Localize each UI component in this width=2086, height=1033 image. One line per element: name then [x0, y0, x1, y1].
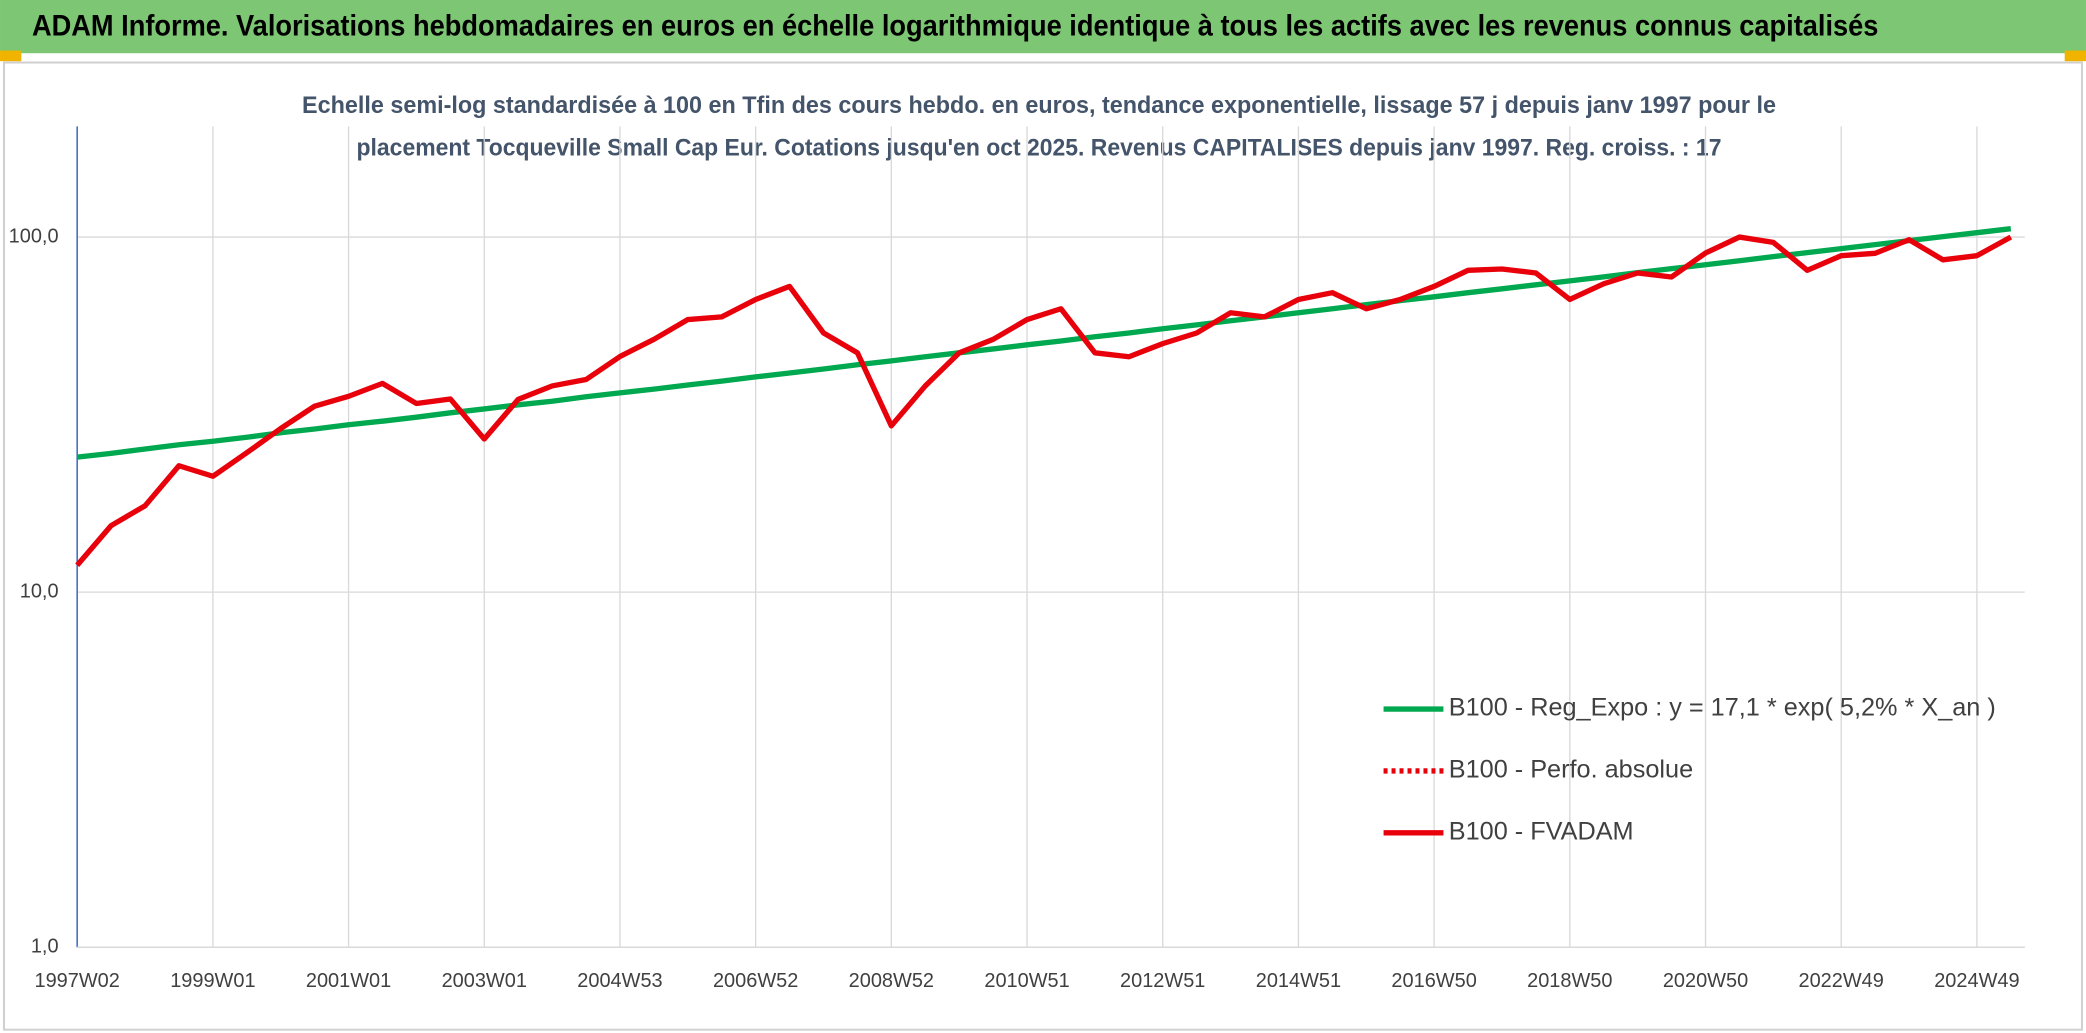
y-tick-label: 1,0: [31, 935, 59, 957]
y-tick-label: 100,0: [9, 225, 59, 247]
legend-label: B100 - Perfo. absolue: [1449, 756, 1693, 784]
x-tick-label: 2016W50: [1391, 970, 1476, 992]
x-tick-label: 2006W52: [713, 970, 798, 992]
x-tick-label: 2024W49: [1934, 970, 2019, 992]
header-band: [0, 0, 2086, 54]
legend-label: B100 - Reg_Expo : y = 17,1 * exp( 5,2% *…: [1449, 694, 1996, 722]
x-tick-label: 2010W51: [984, 970, 1069, 992]
x-tick-label: 2018W50: [1527, 970, 1612, 992]
x-tick-label: 2004W53: [577, 970, 662, 992]
corner-marker: [2064, 50, 2086, 62]
x-tick-label: 2012W51: [1120, 970, 1205, 992]
chart-subtitle: Echelle semi-log standardisée à 100 en T…: [302, 92, 1776, 119]
chart-title: ADAM Informe. Valorisations hebdomadaire…: [32, 11, 1878, 43]
x-tick-label: 1997W02: [35, 970, 120, 992]
y-tick-label: 10,0: [20, 580, 59, 602]
x-tick-label: 2008W52: [849, 970, 934, 992]
chart-frame: [3, 61, 2083, 1031]
x-tick-label: 2020W50: [1663, 970, 1748, 992]
chart-subtitle: placement Tocqueville Small Cap Eur. Cot…: [357, 134, 1722, 161]
x-tick-label: 2003W01: [442, 970, 527, 992]
x-tick-label: 2001W01: [306, 970, 391, 992]
x-tick-label: 2022W49: [1799, 970, 1884, 992]
legend-label: B100 - FVADAM: [1449, 817, 1634, 845]
series-line: [75, 234, 2013, 567]
x-tick-label: 1999W01: [170, 970, 255, 992]
x-tick-label: 2014W51: [1256, 970, 1341, 992]
corner-marker: [0, 50, 22, 62]
